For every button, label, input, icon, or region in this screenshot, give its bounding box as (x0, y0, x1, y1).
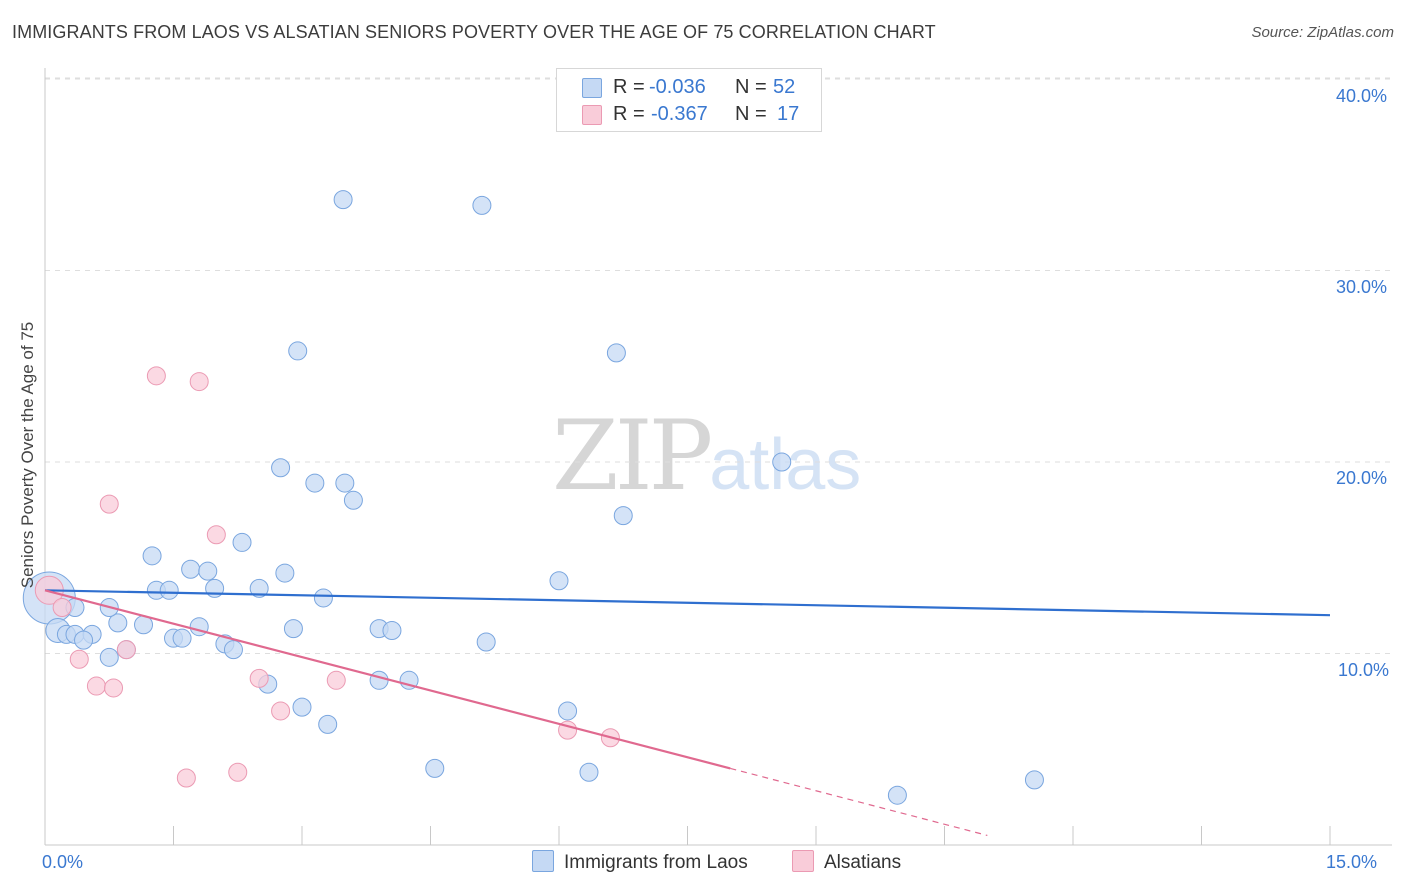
laos-point-22 (232, 532, 252, 552)
legend-item-laos[interactable]: Immigrants from Laos (532, 850, 748, 878)
laos-point-42 (476, 632, 496, 652)
laos-legend-swatch (532, 850, 554, 872)
laos-point-12 (159, 580, 179, 600)
alsatian-trend-line (44, 589, 731, 770)
alsatians-n-value: 17 (777, 103, 800, 125)
laos-point-38 (382, 621, 402, 641)
y-axis-label: Seniors Poverty Over the Age of 75 (18, 321, 37, 589)
alsatian-trend-extension (730, 767, 988, 837)
laos-point-7 (108, 613, 128, 633)
laos-point-25 (275, 563, 295, 583)
y-tick-label-20: 20.0% (1336, 468, 1388, 488)
alsatian-point-10 (206, 525, 226, 545)
laos-r-value: -0.036 (649, 76, 706, 98)
laos-point-18 (198, 561, 218, 581)
y-tick-label-10: 10.0% (1338, 660, 1390, 680)
laos-point-44 (558, 701, 578, 721)
laos-point-30 (305, 473, 325, 493)
laos-point-28 (288, 341, 308, 361)
laos-point-23 (249, 578, 269, 598)
alsatians-swatch (582, 105, 602, 125)
laos-point-27 (283, 619, 303, 639)
laos-point-32 (318, 714, 338, 734)
alsatians-r-label: R = (613, 103, 645, 125)
laos-point-48 (772, 452, 792, 472)
laos-point-13 (142, 546, 162, 566)
source-note: Source: ZipAtlas.com (1251, 24, 1394, 41)
alsatian-point-8 (176, 768, 196, 788)
y-tick-label-30: 30.0% (1336, 277, 1388, 297)
legend-row-laos: R = -0.036 N = 52 (557, 74, 821, 100)
alsatians-n-label: N = (735, 103, 767, 125)
laos-point-5 (74, 630, 94, 650)
laos-point-40 (425, 758, 445, 778)
alsatian-point-14 (326, 670, 346, 690)
alsatian-point-1 (52, 598, 72, 618)
laos-point-47 (613, 506, 633, 526)
laos-point-50 (1024, 770, 1044, 790)
alsatian-point-6 (116, 640, 136, 660)
laos-legend-label: Immigrants from Laos (564, 852, 748, 873)
laos-n-label: N = (735, 76, 767, 98)
laos-point-49 (887, 785, 907, 805)
laos-point-41 (472, 195, 492, 215)
laos-point-33 (333, 190, 353, 210)
alsatian-point-2 (69, 649, 89, 669)
x-tick-label-max: 15.0% (1326, 852, 1378, 872)
alsatian-point-9 (189, 372, 209, 392)
alsatian-point-5 (104, 678, 124, 698)
laos-swatch (582, 78, 602, 98)
laos-point-31 (313, 588, 333, 608)
laos-point-16 (181, 559, 201, 579)
laos-point-6 (99, 647, 119, 667)
alsatian-point-13 (271, 701, 291, 721)
laos-point-21 (223, 640, 243, 660)
alsatian-point-12 (249, 668, 269, 688)
alsatian-point-4 (99, 494, 119, 514)
y-tick-label-40: 40.0% (1336, 86, 1388, 106)
alsatians-legend-swatch (792, 850, 814, 872)
laos-point-26 (271, 458, 291, 478)
laos-point-29 (292, 697, 312, 717)
laos-n-value: 52 (773, 76, 796, 98)
laos-trend-line (44, 589, 1331, 617)
laos-r-label: R = (613, 76, 645, 98)
laos-point-43 (549, 571, 569, 591)
laos-point-34 (335, 473, 355, 493)
alsatian-point-7 (146, 366, 166, 386)
alsatians-legend-label: Alsatians (824, 852, 902, 873)
x-tick-label-min: 0.0% (42, 852, 84, 872)
alsatian-point-11 (228, 762, 248, 782)
laos-point-46 (606, 343, 626, 363)
legend-row-alsatians: R = -0.367 N = 17 (557, 101, 821, 127)
alsatian-point-3 (86, 676, 106, 696)
correlation-legend: R = -0.036 N = 52 R = -0.367 N = 17 (556, 68, 822, 132)
laos-point-45 (579, 762, 599, 782)
chart-title: IMMIGRANTS FROM LAOS VS ALSATIAN SENIORS… (12, 22, 936, 42)
laos-point-35 (343, 490, 363, 510)
alsatians-r-value: -0.367 (651, 103, 708, 125)
legend-item-alsatians[interactable]: Alsatians (792, 850, 901, 878)
laos-point-15 (172, 628, 192, 648)
laos-point-36 (369, 670, 389, 690)
